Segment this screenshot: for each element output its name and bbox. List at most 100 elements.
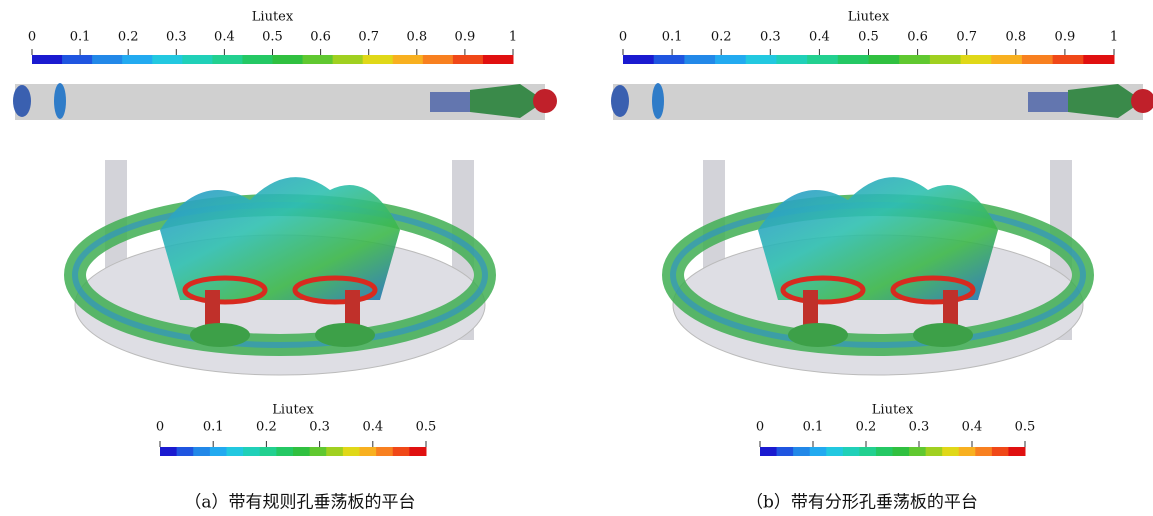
colorbar-band <box>326 447 343 456</box>
colorbar-band <box>942 447 959 456</box>
colorbar-band <box>260 447 277 456</box>
colorbar-tick-label: 0.1 <box>203 420 224 435</box>
colorbar-band <box>776 55 807 64</box>
colorbar-band <box>623 55 654 64</box>
colorbar-tick-label: 0.5 <box>858 30 879 45</box>
colorbar-band <box>930 55 961 64</box>
colorbar-band <box>483 55 514 64</box>
colorbar-band <box>62 55 93 64</box>
colorbar-tick-label: 0.3 <box>309 420 330 435</box>
colorbar-tick-label: 0.2 <box>711 30 732 45</box>
colorbar-band <box>893 447 910 456</box>
caption: （b）带有分形孔垂荡板的平台 <box>746 493 978 513</box>
colorbar-band <box>182 55 213 64</box>
colorbar-band <box>760 447 777 456</box>
colorbar-band <box>838 55 869 64</box>
colorbar-band <box>32 55 63 64</box>
colorbar-band <box>859 447 876 456</box>
colorbar-band <box>376 447 393 456</box>
colorbar-tick-label: 0.6 <box>907 30 928 45</box>
colorbar-band <box>210 447 227 456</box>
colorbar-band <box>793 447 810 456</box>
colorbar-tick-label: 0.8 <box>406 30 427 45</box>
colorbar-band <box>303 55 334 64</box>
colorbar-band <box>684 55 715 64</box>
colorbar-band <box>909 447 926 456</box>
colorbar-title: Liutex <box>848 10 890 25</box>
colorbar-band <box>212 55 243 64</box>
colorbar-tick-label: 0.9 <box>455 30 476 45</box>
colorbar-tick-label: 1 <box>509 30 517 45</box>
colorbar-tick-label: 0.7 <box>956 30 977 45</box>
colorbar-band <box>654 55 685 64</box>
colorbar-tick-label: 0.7 <box>358 30 379 45</box>
colorbar-tick-label: 0.6 <box>310 30 331 45</box>
colorbar-title: Liutex <box>872 403 914 418</box>
colorbar-tick-label: 0.4 <box>962 420 983 435</box>
colorbar-band <box>193 447 210 456</box>
colorbar-band <box>453 55 484 64</box>
colorbar-tick-label: 0.3 <box>909 420 930 435</box>
colorbar-band <box>807 55 838 64</box>
colorbar-tick-label: 0.2 <box>256 420 277 435</box>
colorbar-band <box>293 447 310 456</box>
colorbar-tick-label: 0.1 <box>70 30 91 45</box>
colorbar-tick-label: 0.4 <box>809 30 830 45</box>
colorbar-band <box>333 55 364 64</box>
colorbar-band <box>276 447 293 456</box>
colorbar-band <box>777 447 794 456</box>
colorbar-band <box>343 447 360 456</box>
colorbar-tick-label: 0.4 <box>214 30 235 45</box>
colorbar-tick-label: 1 <box>1110 30 1118 45</box>
colorbar-band <box>1083 55 1114 64</box>
colorbar-band <box>1022 55 1053 64</box>
colorbar-band <box>360 447 377 456</box>
colorbar-tick-label: 0 <box>619 30 627 45</box>
colorbar-tick-label: 0.2 <box>118 30 139 45</box>
colorbar-band <box>423 55 454 64</box>
caption: （a）带有规则孔垂荡板的平台 <box>184 493 415 513</box>
colorbar-tick-label: 0.3 <box>760 30 781 45</box>
colorbar-band <box>876 447 893 456</box>
colorbar-band <box>92 55 123 64</box>
colorbar-band <box>160 447 177 456</box>
colorbar-tick-label: 0.5 <box>416 420 437 435</box>
colorbar-tick-label: 0.1 <box>803 420 824 435</box>
colorbar-band <box>992 447 1009 456</box>
colorbar-band <box>810 447 827 456</box>
colorbar-band <box>959 447 976 456</box>
colorbar-band <box>843 447 860 456</box>
colorbar-band <box>122 55 153 64</box>
colorbar-band <box>1053 55 1084 64</box>
colorbar-tick-label: 0.5 <box>262 30 283 45</box>
colorbar-tick-label: 0 <box>756 420 764 435</box>
colorbar-tick-label: 0.3 <box>166 30 187 45</box>
colorbar-band <box>826 447 843 456</box>
colorbar-tick-label: 0.8 <box>1005 30 1026 45</box>
colorbar-band <box>746 55 777 64</box>
colorbar-band <box>242 55 273 64</box>
colorbar-band <box>310 447 327 456</box>
colorbar-band <box>409 447 426 456</box>
colorbar-tick-label: 0 <box>28 30 36 45</box>
colorbar-band <box>975 447 992 456</box>
colorbar-tick-label: 0.1 <box>662 30 683 45</box>
colorbar-title: Liutex <box>272 403 314 418</box>
colorbar-band <box>393 55 424 64</box>
colorbar-band <box>1008 447 1025 456</box>
colorbar-tick-label: 0.4 <box>362 420 383 435</box>
colorbar-title: Liutex <box>252 10 294 25</box>
colorbar-band <box>715 55 746 64</box>
colorbar-band <box>899 55 930 64</box>
colorbar-tick-label: 0.5 <box>1015 420 1036 435</box>
colorbar-band <box>926 447 943 456</box>
colorbar-tick-label: 0 <box>156 420 164 435</box>
figure: Liutex 0 0.1 0.2 0.3 0.4 0.5 0.6 0.7 0.8 0.9 1 Liute… <box>0 0 1153 516</box>
colorbar-band <box>363 55 394 64</box>
colorbar-band <box>393 447 410 456</box>
colorbar-band <box>991 55 1022 64</box>
colorbar-band <box>152 55 183 64</box>
colorbar-tick-label: 0.9 <box>1055 30 1076 45</box>
colorbar-band <box>869 55 900 64</box>
colorbar-band <box>243 447 260 456</box>
